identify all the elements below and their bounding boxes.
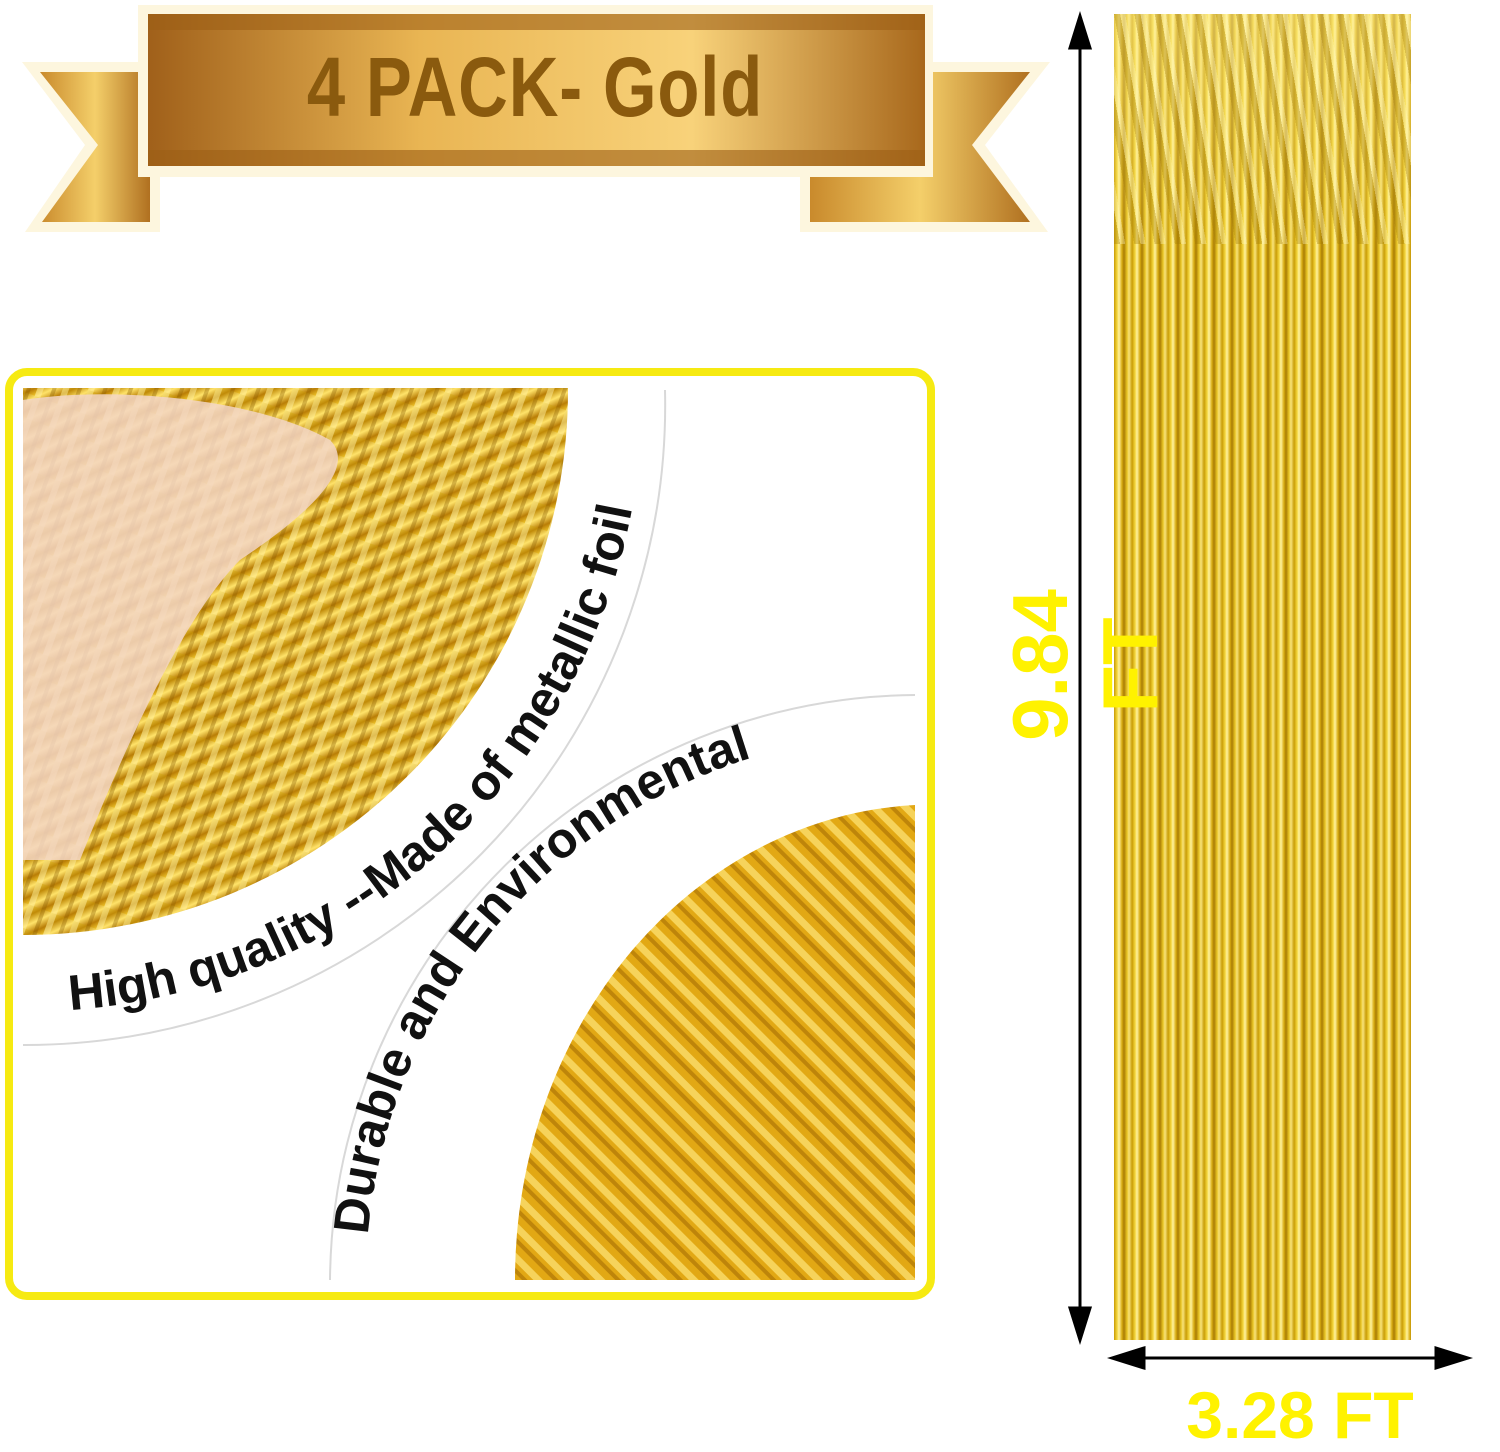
height-arrow <box>1067 10 1093 1346</box>
banner-title: 4 PACK- Gold <box>306 40 764 134</box>
height-dimension-label: 9.84 FT <box>996 589 1174 741</box>
width-arrow <box>1106 1345 1474 1371</box>
gold-fringe-curtain <box>1114 14 1411 1340</box>
foil-roll-photo <box>514 805 915 1280</box>
gold-ribbon-banner <box>22 5 1050 232</box>
width-dimension-label: 3.28 FT <box>1186 1378 1414 1452</box>
hand <box>23 394 338 860</box>
curtain-header-shimmer <box>1114 14 1411 244</box>
